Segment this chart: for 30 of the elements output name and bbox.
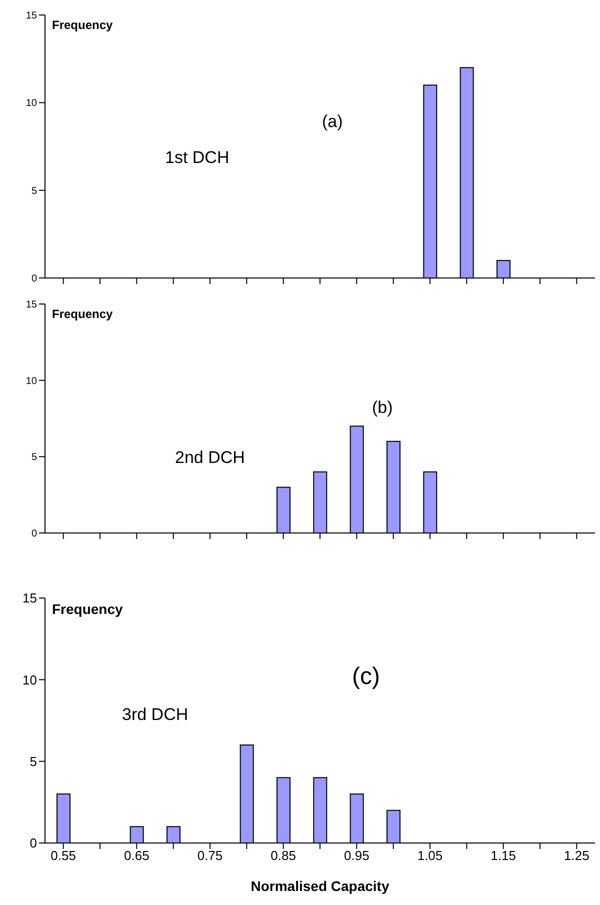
annotation: (c) [352, 663, 380, 691]
x-tick-label: 0.95 [344, 848, 370, 864]
annotation: (b) [372, 398, 393, 418]
y-axis-title: Frequency [52, 307, 113, 321]
y-tick-label: 5 [31, 186, 38, 197]
y-tick-label: 15 [22, 590, 37, 606]
y-tick-label: 10 [26, 376, 38, 387]
y-tick-label: 0 [31, 274, 38, 285]
annotation: (a) [322, 112, 343, 132]
x-tick-label: 1.15 [490, 848, 516, 864]
x-tick-label: 0.85 [270, 848, 296, 864]
y-axis-title: Frequency [52, 18, 113, 32]
annotation: 3rd DCH [122, 705, 188, 725]
y-axis-title: Frequency [52, 601, 123, 617]
y-tick-label: 10 [22, 672, 37, 688]
x-tick-label: 0.75 [197, 848, 223, 864]
x-axis-title: Normalised Capacity [250, 878, 390, 894]
y-tick-label: 5 [31, 452, 38, 464]
x-tick-label: 1.25 [564, 848, 590, 864]
y-tick-label: 10 [26, 98, 38, 110]
y-tick-label: 5 [30, 754, 37, 769]
x-tick-label: 1.05 [417, 848, 443, 864]
y-tick-label: 15 [26, 10, 38, 22]
y-tick-label: 0 [30, 836, 37, 851]
x-tick-label: 0.65 [124, 848, 150, 864]
annotation: 2nd DCH [175, 448, 245, 468]
y-tick-label: 0 [31, 528, 38, 540]
annotation: 1st DCH [165, 148, 230, 168]
x-tick-label: 0.55 [50, 848, 76, 864]
y-tick-label: 15 [26, 300, 38, 311]
